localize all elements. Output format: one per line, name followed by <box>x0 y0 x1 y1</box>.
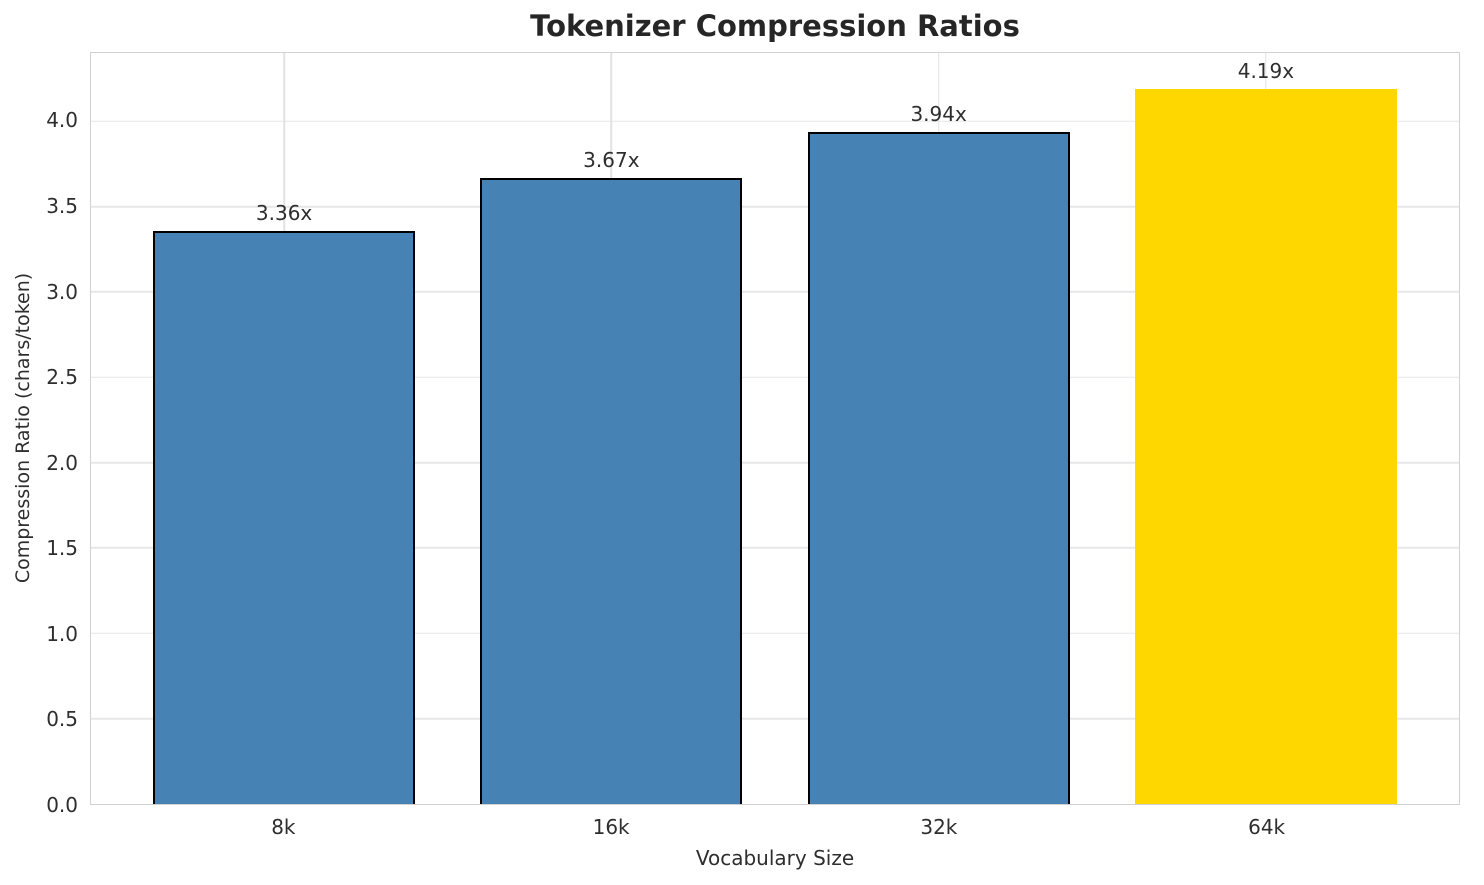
horizontal-gridline <box>91 632 1459 635</box>
x-tick-label-64k: 64k <box>1248 815 1286 839</box>
y-tick-label: 3.5 <box>46 194 78 219</box>
y-tick-label: 3.0 <box>46 279 78 304</box>
y-tick-label: 4.0 <box>46 108 78 133</box>
bar-value-label: 4.19x <box>1237 58 1295 83</box>
plot-area: 3.36x 3.67x 3.94x 4.19x <box>90 52 1460 805</box>
y-tick-label: 2.5 <box>46 365 78 390</box>
chart-title: Tokenizer Compression Ratios <box>530 9 1020 43</box>
horizontal-gridline <box>91 205 1459 208</box>
y-tick-label: 2.0 <box>46 450 78 475</box>
y-tick-label: 1.5 <box>46 536 78 561</box>
bar-value-label: 3.94x <box>910 101 967 126</box>
x-tick-label-8k: 8k <box>271 815 296 839</box>
y-tick-label: 0.5 <box>46 707 78 732</box>
y-tick-label: 0.0 <box>46 793 78 817</box>
x-tick-label-32k: 32k <box>920 815 958 839</box>
horizontal-gridline <box>91 376 1459 379</box>
bar-8k <box>153 230 415 804</box>
horizontal-gridline <box>91 717 1459 720</box>
bar-16k <box>480 177 743 804</box>
horizontal-gridline <box>91 291 1459 293</box>
bar-value-label: 3.36x <box>255 200 313 225</box>
bar-value-label: 3.67x <box>583 147 640 172</box>
horizontal-gridline <box>91 461 1459 464</box>
bar-32k <box>807 131 1070 804</box>
horizontal-gridline <box>91 547 1459 549</box>
y-tick-label: 1.0 <box>46 621 78 646</box>
horizontal-gridline <box>91 120 1459 123</box>
x-tick-label-16k: 16k <box>592 815 630 839</box>
bar-64k <box>1135 88 1397 804</box>
x-axis-title: Vocabulary Size <box>695 846 855 870</box>
